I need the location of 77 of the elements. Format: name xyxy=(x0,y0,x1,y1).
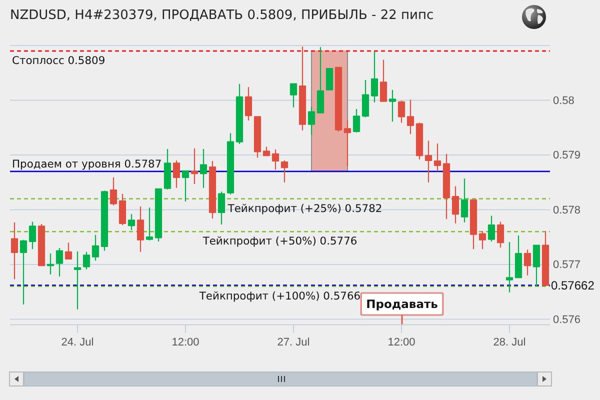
candlestick xyxy=(92,234,100,262)
candlestick xyxy=(344,119,352,166)
candlestick xyxy=(164,148,172,190)
candlestick xyxy=(280,160,288,183)
candlestick xyxy=(82,251,90,270)
candlestick xyxy=(478,230,486,250)
candlestick xyxy=(236,83,244,145)
candlestick xyxy=(118,193,126,226)
ref-line-label: Тейкпрофит (+100%) 0.5766 xyxy=(198,289,361,302)
candlestick xyxy=(28,221,36,250)
y-tick-label: 0.579 xyxy=(553,150,581,162)
y-tick-label: 0.58 xyxy=(553,94,574,107)
candlestick xyxy=(146,206,154,241)
x-tick-label: 28. Jul xyxy=(493,336,526,349)
candlestick xyxy=(370,50,378,103)
candlestick xyxy=(100,190,108,252)
candlestick xyxy=(56,248,64,278)
candlestick xyxy=(416,122,424,160)
candlestick xyxy=(136,206,144,252)
x-tick-label: 24. Jul xyxy=(61,336,94,349)
candlestick xyxy=(316,46,324,114)
candlestick xyxy=(470,199,478,250)
candlestick xyxy=(532,244,540,286)
candlestick xyxy=(514,234,522,278)
candlestick xyxy=(128,214,136,231)
candlestick xyxy=(272,148,280,170)
candlestick xyxy=(200,148,208,188)
x-tick-label: 27. Jul xyxy=(277,336,310,349)
candlestick xyxy=(262,146,270,157)
candlestick xyxy=(406,99,414,135)
candlestick xyxy=(506,241,514,293)
candlestick xyxy=(74,250,82,310)
candlestick xyxy=(424,140,432,183)
candlestick xyxy=(244,86,252,122)
candlestick xyxy=(352,108,360,134)
x-tick-label: 12:00 xyxy=(388,336,416,349)
candlestick xyxy=(298,46,306,131)
ref-line-label: 0.57662 xyxy=(551,278,595,292)
candlestick xyxy=(172,160,180,188)
candlestick xyxy=(154,188,162,242)
candlestick xyxy=(460,178,468,223)
ref-line-label: Тейкпрофит (+25%) 0.5782 xyxy=(226,202,382,215)
candlestick xyxy=(190,148,198,185)
candlestick xyxy=(452,186,460,224)
candlestick xyxy=(226,132,234,195)
candlestick xyxy=(334,66,342,132)
y-tick-label: 0.577 xyxy=(553,259,581,271)
candlestick xyxy=(208,160,216,220)
y-tick-label: 0.578 xyxy=(553,204,581,216)
candlestick xyxy=(524,249,532,276)
ref-line-label: Продаем от уровня 0.5787 xyxy=(12,157,162,170)
y-tick-label: 0.576 xyxy=(553,314,581,326)
candlestick xyxy=(496,221,504,248)
candlestick xyxy=(182,170,190,202)
candlestick xyxy=(380,59,388,102)
candlestick xyxy=(218,191,226,226)
candlestick xyxy=(388,89,396,122)
candlestick xyxy=(20,239,28,305)
annotation: Продавать xyxy=(366,297,438,311)
candlestick xyxy=(38,223,46,266)
candlestick xyxy=(362,79,370,118)
ref-line-label: Стоплосс 0.5809 xyxy=(12,54,106,67)
candlestick xyxy=(254,116,262,158)
candlestick xyxy=(290,83,298,108)
candlestick xyxy=(64,242,72,260)
x-tick-label: 12:00 xyxy=(172,336,200,349)
ref-line-label: Тейкпрофит (+50%) 0.5776 xyxy=(202,234,358,248)
candlestick xyxy=(46,252,54,275)
candlestick xyxy=(488,215,496,242)
candlestick xyxy=(434,142,442,172)
candlestick xyxy=(398,100,406,124)
candlestick xyxy=(442,153,450,220)
candlestick xyxy=(10,222,18,280)
candlestick xyxy=(110,176,118,206)
candlestick xyxy=(308,106,316,136)
chart-title: NZDUSD, H4#230379, ПРОДАВАТЬ 0.5809, ПРИБЫЛЬ - 22 пипс xyxy=(10,8,434,23)
candlestick xyxy=(326,67,334,91)
